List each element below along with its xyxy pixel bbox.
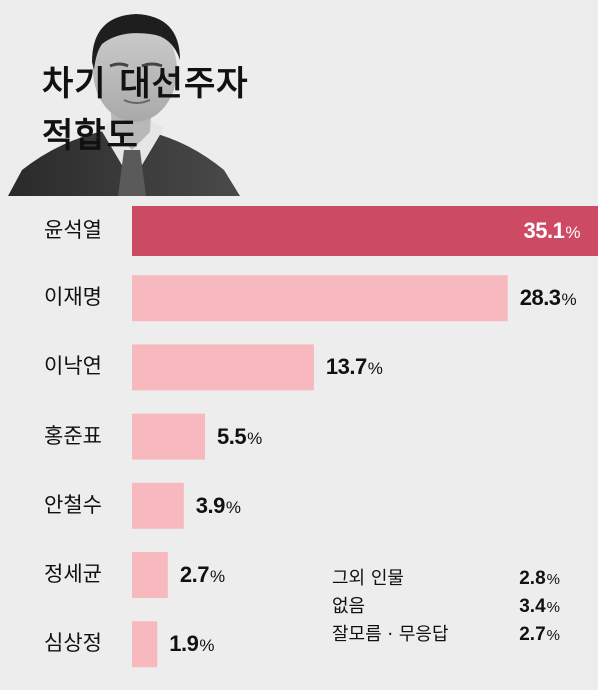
data-label: 28.3% — [519, 285, 577, 311]
data-label: 13.7% — [325, 354, 383, 380]
others-row: 없음 3.4% — [332, 592, 560, 620]
bar — [132, 206, 598, 256]
category-label: 이재명 — [44, 285, 102, 310]
data-label: 5.5% — [217, 423, 262, 449]
portrait-silhouette — [8, 14, 240, 196]
others-label: 없음 — [332, 596, 366, 617]
others-table: 그외 인물 2.8% 없음 3.4% 잘모름 · 무응답 2.7% — [332, 564, 560, 648]
others-label: 그외 인물 — [332, 568, 404, 589]
bar — [132, 621, 158, 668]
others-row: 그외 인물 2.8% — [332, 564, 560, 592]
category-label: 심상정 — [44, 631, 102, 656]
category-label: 안철수 — [44, 492, 102, 517]
bar — [132, 275, 508, 322]
data-label: 2.7% — [179, 562, 225, 587]
others-label: 잘모름 · 무응답 — [332, 624, 449, 645]
category-label: 윤석열 — [44, 218, 102, 242]
chart-title-line2: 적합도 — [42, 116, 139, 156]
category-label: 홍준표 — [44, 423, 102, 448]
bar — [132, 344, 314, 391]
chart-title-line1: 차기 대선주자 — [42, 64, 249, 104]
bar — [132, 413, 206, 460]
others-value: 2.7% — [519, 624, 560, 645]
others-value: 3.4% — [519, 596, 560, 617]
data-label: 1.9% — [169, 631, 214, 657]
others-value: 2.8% — [519, 568, 560, 589]
others-row: 잘모름 · 무응답 2.7% — [332, 620, 560, 648]
data-label: 3.9% — [195, 492, 241, 518]
data-label: 35.1% — [523, 218, 581, 243]
category-label: 정세균 — [44, 562, 102, 586]
bar — [132, 482, 184, 529]
category-label: 이낙연 — [44, 354, 102, 379]
bar — [132, 552, 168, 598]
